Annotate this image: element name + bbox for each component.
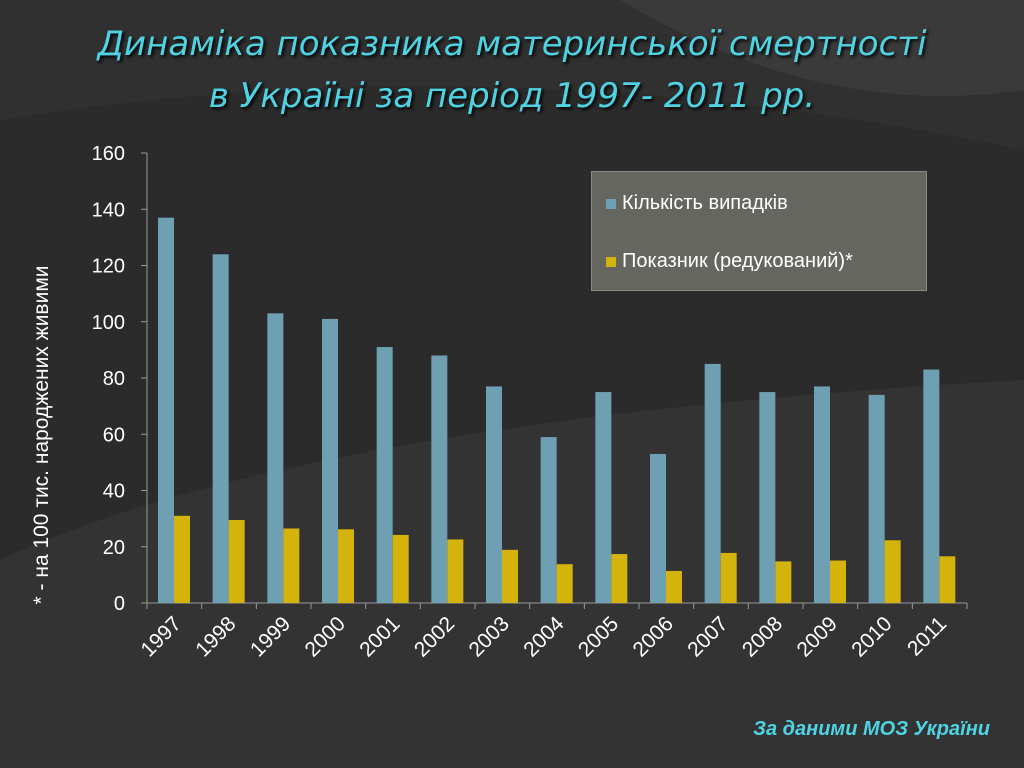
bar-series-1 — [814, 386, 830, 603]
bar-series-2 — [666, 570, 682, 603]
bar-series-1 — [595, 392, 612, 603]
bar-series-1 — [322, 318, 338, 603]
bar-series-1 — [431, 355, 448, 603]
x-tick-label: 2010 — [847, 612, 896, 661]
y-tick-label: 140 — [92, 199, 125, 221]
y-tick-label: 100 — [92, 312, 125, 334]
bar-series-2 — [447, 539, 464, 603]
x-tick-label: 2001 — [355, 612, 404, 661]
legend-label-series-1: Кількість випадків — [622, 192, 788, 214]
y-tick-label: 120 — [92, 256, 125, 278]
y-tick-label: 160 — [92, 143, 125, 165]
bar-series-1 — [158, 217, 174, 603]
bar-series-1 — [212, 254, 229, 603]
bar-series-1 — [267, 313, 284, 603]
x-tick-label: 2008 — [738, 612, 787, 661]
title-line-1: Динаміка показника материнської смертнос… — [97, 24, 927, 64]
title-line-2: в Україні за період 1997- 2011 рр. — [208, 76, 816, 116]
bar-series-2 — [939, 556, 956, 603]
legend-item-series-2: Показник (редукований)* — [606, 250, 853, 273]
bar-series-1 — [923, 369, 940, 603]
x-tick-label: 2002 — [410, 612, 459, 661]
bar-series-2 — [884, 540, 901, 603]
bar-series-2 — [338, 529, 354, 603]
x-tick-label: 2000 — [301, 612, 350, 661]
x-tick-label: 2003 — [465, 612, 514, 661]
legend-swatch-series-2 — [606, 256, 616, 267]
bar-series-2 — [502, 549, 518, 603]
x-tick-label: 1999 — [246, 612, 295, 661]
bar-series-1 — [540, 437, 557, 603]
x-tick-label: 2005 — [574, 612, 623, 661]
page-title: Динаміка показника материнської смертнос… — [0, 18, 1024, 122]
legend-swatch-series-1 — [606, 198, 616, 209]
legend-item-series-1: Кількість випадків — [606, 192, 788, 215]
bar-series-1 — [868, 394, 885, 603]
source-note: За даними МОЗ України — [753, 718, 990, 740]
x-tick-label: 2006 — [629, 612, 678, 661]
bar-series-1 — [486, 386, 502, 603]
y-tick-label: 40 — [103, 481, 125, 503]
x-tick-label: 2007 — [683, 612, 732, 661]
bar-series-1 — [759, 392, 776, 603]
bar-series-2 — [556, 564, 573, 603]
bar-series-1 — [650, 453, 666, 603]
bar-series-2 — [392, 534, 409, 603]
x-tick-label: 2004 — [519, 612, 569, 662]
x-tick-label: 1998 — [191, 612, 240, 661]
y-tick-label: 20 — [103, 537, 125, 559]
bar-series-1 — [704, 363, 721, 603]
y-tick-label: 0 — [114, 593, 125, 615]
bar-series-2 — [174, 515, 190, 603]
x-tick-label: 2011 — [903, 612, 951, 660]
x-tick-label: 1997 — [137, 612, 186, 661]
bar-series-2 — [283, 528, 300, 603]
y-tick-label: 60 — [103, 424, 125, 446]
bar-series-2 — [775, 561, 792, 603]
bar-series-2 — [611, 554, 628, 603]
bar-series-2 — [720, 552, 737, 603]
bar-series-2 — [830, 560, 846, 603]
legend-label-series-2: Показник (редукований)* — [622, 250, 853, 272]
x-tick-label: 2009 — [793, 612, 842, 661]
y-tick-label: 80 — [103, 368, 125, 390]
bar-series-1 — [376, 347, 393, 603]
chart-legend: Кількість випадків Показник (редукований… — [591, 171, 927, 291]
bar-series-2 — [228, 520, 245, 603]
